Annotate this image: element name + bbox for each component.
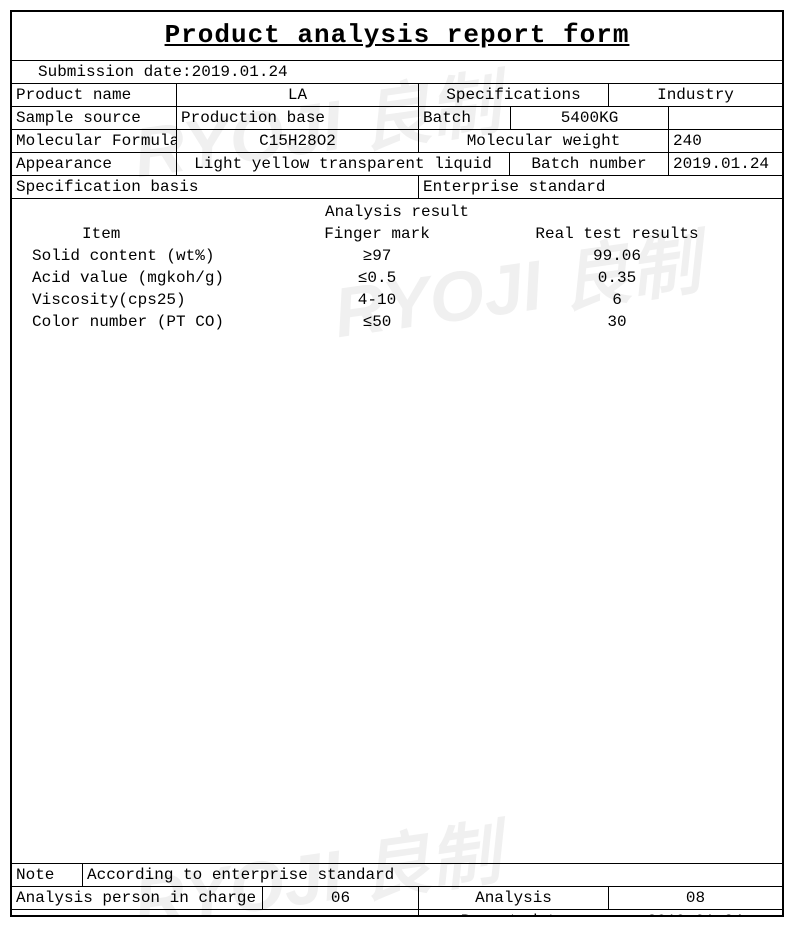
blank-cell	[668, 106, 782, 129]
molecular-formula-label: Molecular Formula	[12, 129, 176, 152]
appearance-value: Light yellow transparent liquid	[176, 152, 509, 175]
row-formula: Molecular Formula C15H28O2 Molecular wei…	[12, 129, 782, 152]
item-result: 30	[492, 311, 782, 333]
row-spec-basis: Specification basis Enterprise standard	[12, 175, 782, 198]
analysis-header-row: Item Finger mark Real test results	[12, 223, 782, 245]
analysis-value: 08	[608, 886, 782, 909]
item-result: 99.06	[492, 245, 782, 267]
product-name-label: Product name	[12, 83, 176, 106]
row-appearance: Appearance Light yellow transparent liqu…	[12, 152, 782, 175]
report-date-label: Report date	[418, 909, 608, 917]
industry-label: Industry	[608, 83, 782, 106]
item-result: 6	[492, 289, 782, 311]
batch-label: Batch	[418, 106, 510, 129]
spec-basis-label: Specification basis	[12, 175, 418, 198]
item-name: Color number (PT CO)	[12, 311, 262, 333]
analysis-person-label: Analysis person in charge	[12, 886, 262, 909]
col-finger-mark: Finger mark	[262, 223, 492, 245]
product-name-value: LA	[176, 83, 418, 106]
row-person: Analysis person in charge 06 Analysis 08	[12, 886, 782, 909]
molecular-weight-label: Molecular weight	[418, 129, 668, 152]
enterprise-standard-label: Enterprise standard	[418, 175, 782, 198]
molecular-formula-value: C15H28O2	[176, 129, 418, 152]
batch-number-label: Batch number	[509, 152, 668, 175]
item-name: Solid content (wt%)	[12, 245, 262, 267]
analysis-heading: Analysis result	[12, 201, 782, 223]
footer-section: Note According to enterprise standard An…	[12, 863, 782, 917]
blank-cell	[12, 909, 418, 917]
analysis-section: Analysis result Item Finger mark Real te…	[12, 198, 782, 863]
row-note: Note According to enterprise standard	[12, 863, 782, 886]
item-name: Acid value (mgkoh/g)	[12, 267, 262, 289]
analysis-row: Color number (PT CO) ≤50 30	[12, 311, 782, 333]
item-mark: 4-10	[262, 289, 492, 311]
row-report-date: Report date 2019.01.24	[12, 909, 782, 917]
analysis-row: Viscosity(cps25) 4-10 6	[12, 289, 782, 311]
note-label: Note	[12, 863, 82, 886]
item-result: 0.35	[492, 267, 782, 289]
molecular-weight-value: 240	[668, 129, 782, 152]
note-value: According to enterprise standard	[82, 863, 782, 886]
item-name: Viscosity(cps25)	[12, 289, 262, 311]
submission-label: Submission date:	[38, 63, 192, 81]
col-item: Item	[12, 223, 262, 245]
analysis-row: Solid content (wt%) ≥97 99.06	[12, 245, 782, 267]
sample-source-label: Sample source	[12, 106, 176, 129]
specifications-label: Specifications	[418, 83, 608, 106]
page-title: Product analysis report form	[12, 12, 782, 60]
row-product: Product name LA Specifications Industry	[12, 83, 782, 106]
report-date-value: 2019.01.24	[608, 909, 782, 917]
batch-value: 5400KG	[510, 106, 668, 129]
item-mark: ≥97	[262, 245, 492, 267]
analysis-person-value: 06	[262, 886, 418, 909]
col-result: Real test results	[492, 223, 782, 245]
submission-row: Submission date:2019.01.24	[12, 60, 782, 83]
item-mark: ≤50	[262, 311, 492, 333]
analysis-row: Acid value (mgkoh/g) ≤0.5 0.35	[12, 267, 782, 289]
sample-source-value: Production base	[176, 106, 418, 129]
item-mark: ≤0.5	[262, 267, 492, 289]
analysis-label: Analysis	[418, 886, 608, 909]
batch-number-value: 2019.01.24	[668, 152, 782, 175]
appearance-label: Appearance	[12, 152, 176, 175]
report-form: RYOJI 良制 RYOJI 良制 RYOJI 良制 Product analy…	[10, 10, 784, 917]
row-sample: Sample source Production base Batch 5400…	[12, 106, 782, 129]
submission-value: 2019.01.24	[192, 63, 288, 81]
